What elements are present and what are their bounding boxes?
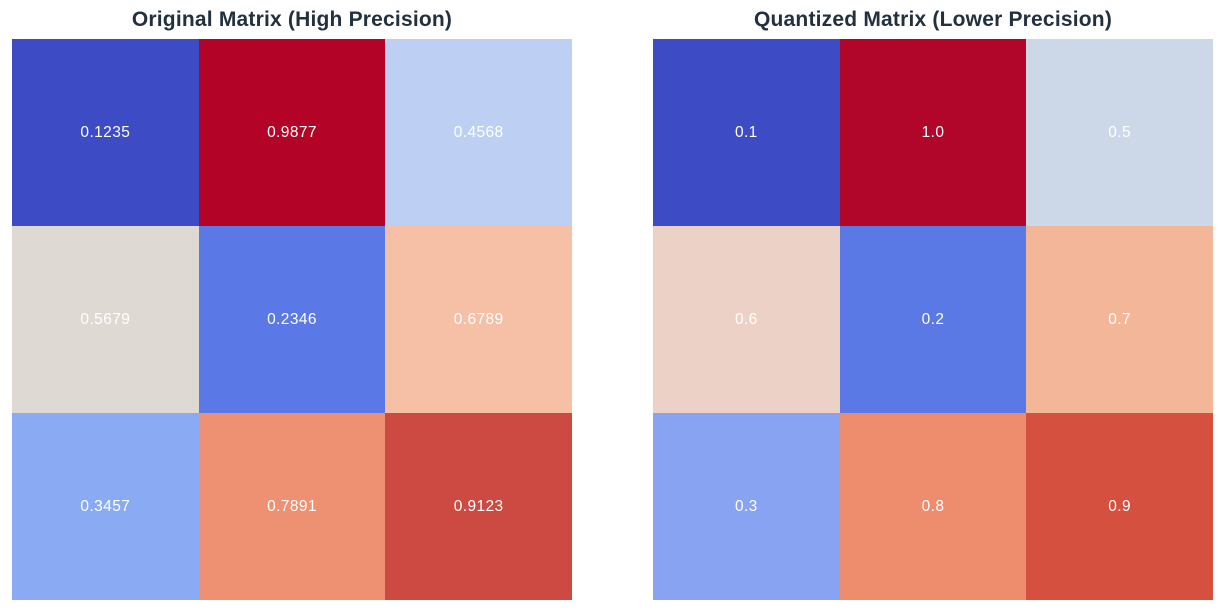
heatmap-quantized-cell-r1c1: 0.2: [839, 226, 1027, 413]
heatmap-original-cell-r2c1: 0.7891: [198, 413, 386, 600]
heatmap-original-cell-r1c0: 0.5679: [12, 226, 199, 413]
heatmap-quantized: Quantized Matrix (Lower Precision) 0.1 1…: [653, 0, 1213, 600]
heatmap-quantized-cell-r0c0: 0.1: [653, 39, 840, 226]
heatmap-original-cell-r1c1: 0.2346: [198, 226, 386, 413]
heatmap-original-cell-r1c2: 0.6789: [385, 226, 572, 413]
heatmap-quantized-cell-r1c0: 0.6: [653, 226, 840, 413]
heatmap-original: Original Matrix (High Precision) 0.1235 …: [12, 0, 572, 600]
heatmap-original-cell-r2c0: 0.3457: [12, 413, 199, 600]
heatmap-quantized-cell-r2c2: 0.9: [1026, 413, 1213, 600]
heatmap-original-title: Original Matrix (High Precision): [131, 7, 453, 31]
heatmap-original-cell-r0c1: 0.9877: [198, 39, 386, 226]
heatmap-quantized-grid: 0.1 1.0 0.5 0.6 0.2 0.7 0.3 0.8 0.9: [653, 39, 1213, 600]
heatmap-original-cell-r0c0: 0.1235: [12, 39, 199, 226]
heatmap-quantized-cell-r2c1: 0.8: [839, 413, 1027, 600]
heatmap-original-cell-r0c2: 0.4568: [385, 39, 572, 226]
heatmap-quantized-cell-r0c2: 0.5: [1026, 39, 1213, 226]
heatmap-quantized-cell-r0c1: 1.0: [839, 39, 1027, 226]
heatmap-original-grid: 0.1235 0.9877 0.4568 0.5679 0.2346 0.678…: [12, 39, 572, 600]
heatmap-original-cell-r2c2: 0.9123: [385, 413, 572, 600]
heatmap-quantized-cell-r2c0: 0.3: [653, 413, 840, 600]
heatmap-quantized-cell-r1c2: 0.7: [1026, 226, 1213, 413]
heatmap-quantized-title: Quantized Matrix (Lower Precision): [753, 7, 1113, 31]
